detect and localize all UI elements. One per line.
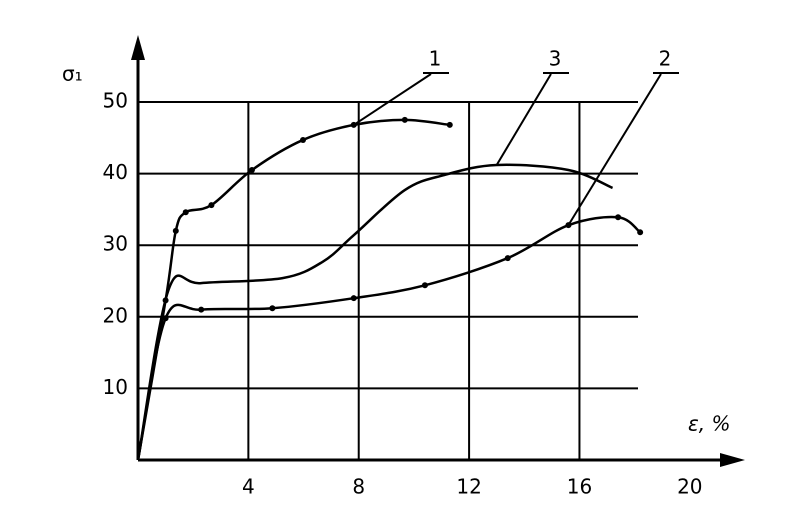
y-tick-label: 50 — [103, 89, 128, 113]
curve-label: 1 — [429, 47, 442, 71]
leader-line — [353, 73, 432, 126]
point — [162, 315, 169, 322]
y-tick-label: 20 — [103, 303, 128, 327]
x-tick-label: 4 — [242, 475, 255, 499]
leader-line — [495, 73, 552, 166]
y-tick-label: 40 — [103, 160, 128, 184]
point — [208, 202, 215, 209]
x-tick-label: 8 — [352, 475, 365, 499]
y-axis-label: σ₁ — [62, 62, 83, 86]
point — [615, 214, 622, 221]
x-tick-label: 20 — [677, 475, 702, 499]
curve — [136, 215, 641, 461]
point — [172, 227, 179, 234]
point — [248, 167, 255, 174]
x-axis-arrow — [720, 453, 745, 467]
point — [446, 121, 453, 128]
point — [182, 209, 189, 216]
point — [637, 229, 644, 236]
y-tick-label: 10 — [103, 375, 128, 399]
curve-label: 3 — [549, 47, 562, 71]
y-tick-label: 30 — [103, 232, 128, 256]
point — [299, 136, 306, 143]
point — [269, 305, 276, 312]
point — [504, 255, 511, 262]
leader-line — [567, 73, 662, 226]
x-axis-label: ε, % — [688, 412, 731, 436]
y-axis-arrow — [131, 35, 145, 60]
point — [350, 295, 357, 302]
x-tick-label: 16 — [567, 475, 592, 499]
x-tick-label: 12 — [456, 475, 481, 499]
point — [401, 116, 408, 123]
point — [421, 282, 428, 289]
point — [198, 306, 205, 313]
curve-label: 2 — [659, 47, 672, 71]
curve — [136, 163, 614, 461]
